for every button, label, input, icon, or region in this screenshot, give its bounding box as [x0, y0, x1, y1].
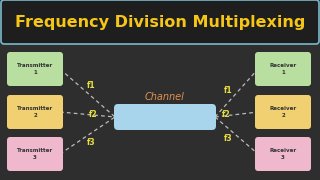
Text: Frequency Division Multiplexing: Frequency Division Multiplexing [15, 15, 305, 30]
FancyBboxPatch shape [7, 95, 63, 129]
Text: f1: f1 [86, 81, 95, 90]
FancyBboxPatch shape [7, 137, 63, 171]
Text: f3: f3 [224, 134, 233, 143]
Text: f2: f2 [222, 110, 231, 119]
Text: Receiver
1: Receiver 1 [269, 63, 297, 75]
Text: Channel: Channel [145, 92, 185, 102]
Text: f1: f1 [224, 86, 233, 95]
FancyBboxPatch shape [7, 52, 63, 86]
FancyBboxPatch shape [1, 0, 319, 44]
Text: Transmitter
1: Transmitter 1 [17, 63, 53, 75]
Text: Receiver
3: Receiver 3 [269, 148, 297, 160]
FancyBboxPatch shape [114, 104, 216, 130]
Text: Receiver
2: Receiver 2 [269, 106, 297, 118]
Text: Transmitter
2: Transmitter 2 [17, 106, 53, 118]
FancyBboxPatch shape [255, 95, 311, 129]
Text: f2: f2 [88, 110, 97, 119]
Text: f3: f3 [86, 138, 95, 147]
Text: Transmitter
3: Transmitter 3 [17, 148, 53, 160]
FancyBboxPatch shape [255, 52, 311, 86]
FancyBboxPatch shape [255, 137, 311, 171]
